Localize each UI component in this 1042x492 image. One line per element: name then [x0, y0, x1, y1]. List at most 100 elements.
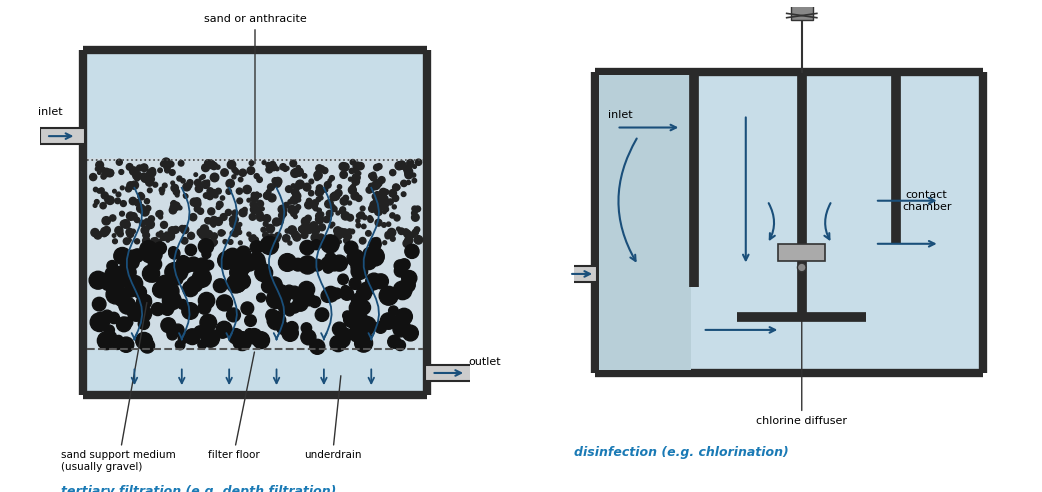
Circle shape: [160, 221, 168, 228]
Circle shape: [338, 240, 342, 244]
Circle shape: [373, 238, 380, 245]
Circle shape: [390, 170, 396, 176]
Circle shape: [349, 325, 367, 342]
Text: underdrain: underdrain: [304, 376, 362, 461]
Circle shape: [390, 213, 395, 218]
Circle shape: [171, 201, 176, 206]
Circle shape: [183, 194, 188, 198]
Circle shape: [124, 250, 141, 266]
Circle shape: [291, 184, 296, 188]
Circle shape: [387, 222, 391, 226]
Circle shape: [293, 168, 301, 177]
Circle shape: [183, 194, 187, 197]
Circle shape: [203, 193, 208, 198]
Circle shape: [94, 231, 102, 239]
Circle shape: [316, 197, 321, 202]
Circle shape: [298, 170, 303, 176]
Circle shape: [114, 247, 130, 264]
Circle shape: [205, 218, 209, 223]
Circle shape: [256, 293, 266, 302]
Circle shape: [122, 220, 130, 228]
Circle shape: [331, 255, 347, 271]
Circle shape: [401, 271, 417, 286]
Circle shape: [163, 183, 167, 188]
Circle shape: [215, 218, 222, 225]
Circle shape: [171, 184, 178, 192]
Circle shape: [340, 171, 347, 179]
Circle shape: [291, 211, 297, 216]
Circle shape: [198, 239, 214, 254]
Circle shape: [371, 182, 379, 190]
Circle shape: [194, 200, 201, 208]
Circle shape: [349, 168, 354, 174]
Circle shape: [404, 167, 413, 176]
Circle shape: [200, 314, 217, 331]
Circle shape: [352, 178, 359, 185]
Circle shape: [283, 285, 295, 296]
Circle shape: [191, 198, 198, 206]
Circle shape: [332, 322, 346, 336]
Circle shape: [319, 238, 327, 246]
Circle shape: [249, 161, 254, 165]
Circle shape: [296, 180, 304, 188]
Circle shape: [366, 187, 372, 193]
Circle shape: [165, 167, 170, 173]
Circle shape: [157, 168, 163, 173]
Circle shape: [195, 179, 201, 186]
Circle shape: [268, 194, 276, 202]
Circle shape: [389, 306, 398, 316]
Circle shape: [266, 309, 278, 322]
Circle shape: [135, 306, 151, 322]
Circle shape: [216, 165, 220, 169]
Circle shape: [267, 290, 286, 308]
Circle shape: [301, 330, 316, 345]
Circle shape: [216, 321, 232, 337]
Circle shape: [201, 329, 220, 347]
Circle shape: [316, 215, 324, 223]
Circle shape: [337, 334, 350, 347]
Circle shape: [375, 180, 382, 186]
Circle shape: [180, 225, 189, 234]
Circle shape: [199, 176, 203, 180]
Circle shape: [351, 263, 368, 279]
Circle shape: [412, 206, 418, 212]
Circle shape: [217, 295, 232, 311]
Circle shape: [172, 202, 180, 211]
Circle shape: [381, 202, 389, 209]
Circle shape: [373, 274, 389, 289]
Circle shape: [173, 187, 178, 192]
Circle shape: [251, 195, 258, 202]
Circle shape: [210, 161, 215, 165]
Circle shape: [379, 286, 398, 305]
Circle shape: [94, 187, 98, 192]
Circle shape: [272, 178, 278, 184]
Circle shape: [166, 239, 170, 242]
Circle shape: [321, 289, 334, 303]
Circle shape: [172, 226, 179, 233]
Circle shape: [105, 197, 111, 203]
Circle shape: [312, 226, 320, 235]
Circle shape: [379, 188, 387, 196]
Circle shape: [137, 307, 149, 320]
Circle shape: [326, 211, 333, 217]
Circle shape: [388, 228, 396, 237]
Text: disinfection (e.g. chlorination): disinfection (e.g. chlorination): [573, 446, 789, 459]
Circle shape: [349, 277, 361, 289]
Circle shape: [172, 274, 182, 285]
Circle shape: [356, 219, 359, 223]
Circle shape: [264, 192, 271, 199]
Circle shape: [323, 263, 333, 273]
Circle shape: [104, 325, 115, 335]
Circle shape: [101, 330, 117, 346]
Circle shape: [406, 181, 411, 184]
Circle shape: [302, 174, 306, 178]
Circle shape: [376, 163, 382, 169]
Circle shape: [119, 264, 129, 274]
Circle shape: [366, 273, 382, 290]
Circle shape: [159, 231, 163, 234]
Circle shape: [206, 180, 209, 184]
Circle shape: [207, 208, 215, 215]
Circle shape: [247, 167, 254, 174]
Circle shape: [200, 175, 204, 179]
Circle shape: [258, 269, 268, 278]
